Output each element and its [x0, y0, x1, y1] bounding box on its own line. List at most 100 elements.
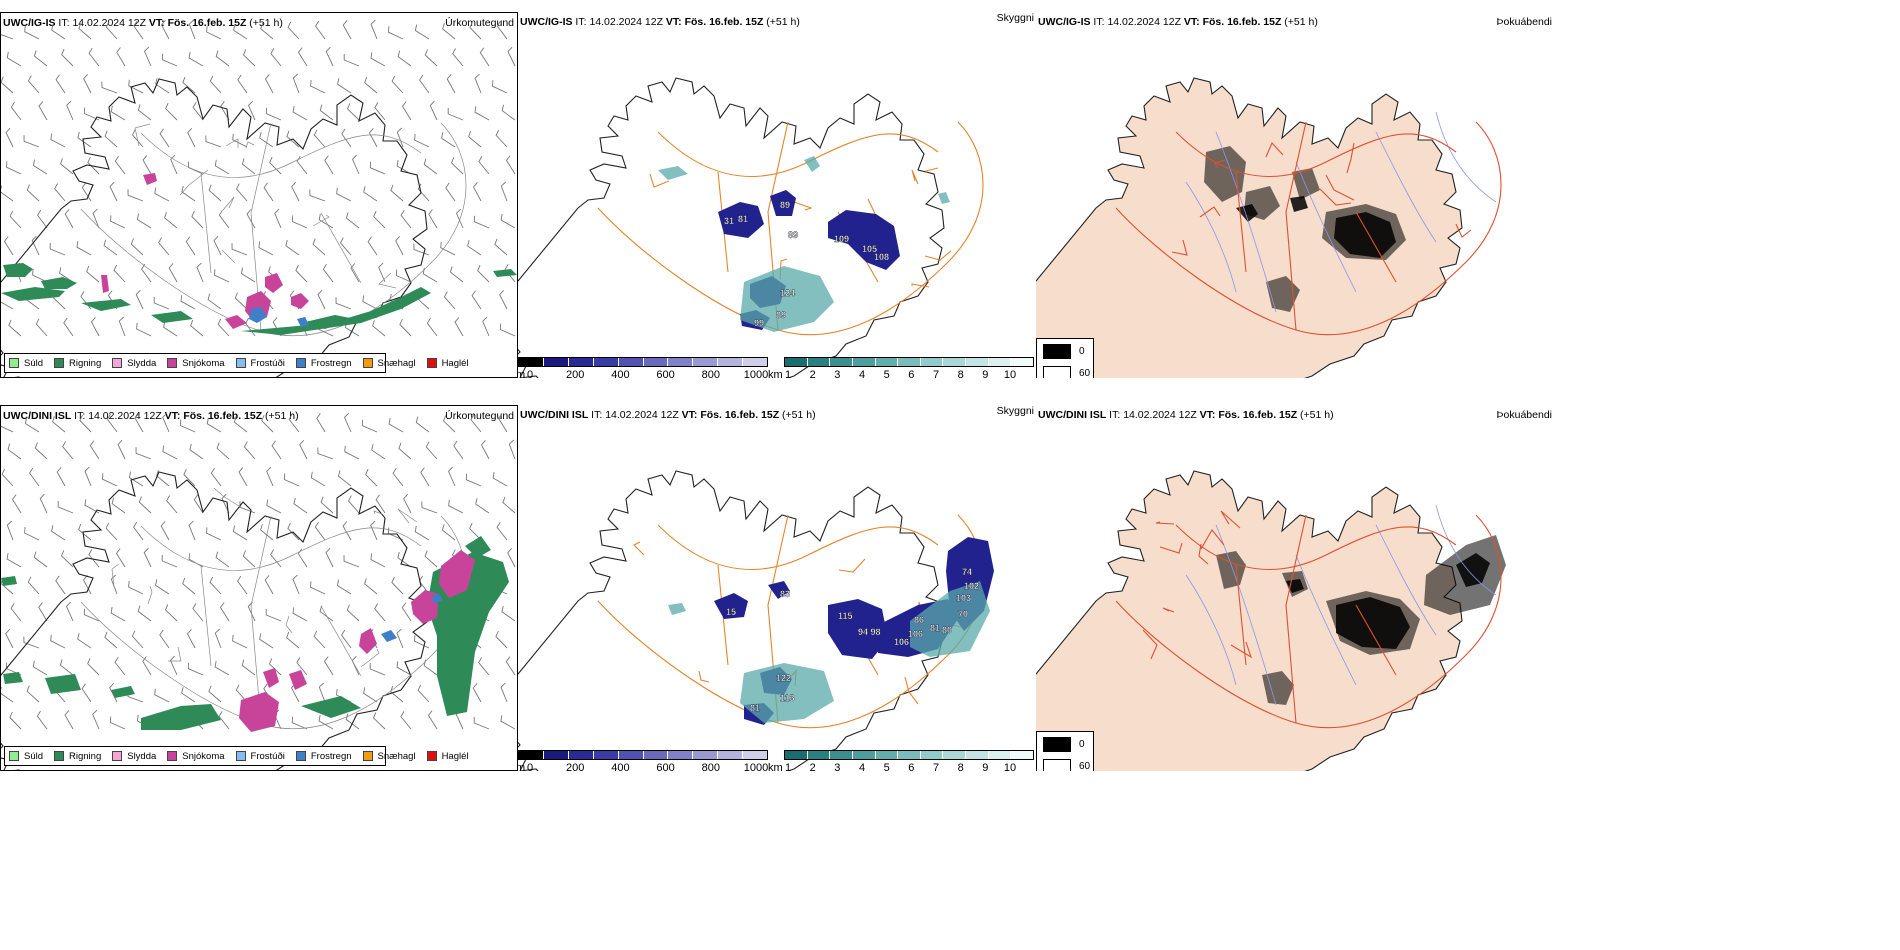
wind-barbs — [1, 19, 516, 337]
wind-barb — [183, 468, 196, 487]
precip-legend-label: Frostúði — [250, 357, 285, 369]
precip-legend-swatch — [235, 751, 246, 761]
wind-barb — [206, 417, 222, 433]
wind-barb — [52, 416, 66, 433]
wind-barb — [369, 663, 386, 676]
wind-barb — [441, 132, 456, 148]
lead-time: (+51 h) — [766, 16, 800, 28]
precip-areas — [1, 536, 509, 732]
wind-barb — [50, 634, 66, 649]
colorbar-box — [875, 358, 899, 366]
wind-barb — [27, 576, 40, 595]
wind-barb — [5, 127, 14, 148]
wind-barb — [186, 629, 196, 649]
cloud-base-unit: m — [518, 369, 526, 378]
visibility-value-label: 70 — [958, 609, 968, 619]
wind-barb — [259, 633, 274, 649]
visibility-value-label: 115 — [838, 611, 853, 621]
wind-barb — [452, 48, 464, 67]
precip-legend-item: Súld — [9, 751, 43, 762]
wind-barb — [90, 317, 100, 337]
wind-barb — [270, 549, 282, 568]
wind-barb — [168, 263, 178, 283]
wind-barb — [261, 415, 274, 433]
wind-barb — [421, 501, 438, 514]
wind-barb — [315, 20, 326, 40]
rain-area — [1, 263, 517, 335]
precip-legend-label: Frostregn — [310, 357, 352, 369]
wind-barb — [370, 52, 386, 67]
wind-barb — [345, 713, 360, 730]
wind-barb — [467, 240, 482, 256]
wind-barb — [205, 135, 222, 148]
colorbar-box — [830, 751, 853, 759]
wind-barb — [105, 522, 118, 541]
model-name: UWC/DINI ISL — [3, 410, 72, 422]
colorbar-box — [543, 751, 569, 759]
colorbar-tick-label: 0 — [526, 762, 534, 771]
visibility-value-label: 105 — [862, 244, 877, 254]
wind-barb — [110, 105, 126, 121]
wind-barb — [89, 440, 100, 460]
precip-legend-swatch — [426, 751, 437, 761]
wind-barb — [51, 525, 66, 541]
precip-legend-label: Snjókoma — [182, 357, 225, 369]
wind-barb — [1, 301, 14, 310]
panel-title: Þokuábendi — [1496, 16, 1552, 28]
wind-barb — [293, 497, 308, 514]
fog-swatch-60 — [1043, 366, 1071, 378]
panel-header: UWC/DINI ISL IT: 14.02.2024 12Z VT: Fös.… — [3, 410, 299, 423]
wind-barb — [213, 235, 222, 256]
visibility-value-label: 102 — [964, 581, 979, 591]
visibility-value-label: 108 — [874, 252, 889, 262]
wind-barb — [292, 106, 308, 121]
wind-barb — [1, 34, 14, 40]
wind-barb — [23, 636, 40, 649]
colorbar-tick-label: 9 — [982, 369, 989, 378]
wind-barb — [6, 553, 22, 568]
wind-barb — [156, 470, 170, 487]
colorbar-tick-label: 10 — [1003, 369, 1017, 378]
vt-label: VT: — [148, 17, 165, 29]
wind-barb — [392, 467, 404, 487]
wind-barb — [104, 631, 118, 649]
wind-barb — [341, 629, 352, 649]
wind-barb — [342, 521, 352, 541]
wind-barb — [450, 157, 464, 175]
precip-legend-item: Frostregn — [295, 357, 352, 369]
wind-barb — [128, 79, 144, 94]
wind-barb — [214, 269, 230, 283]
wind-barb — [24, 526, 40, 541]
river-network — [1185, 111, 1497, 313]
visibility-value-label: 83 — [780, 589, 790, 599]
precip-legend-swatch — [295, 751, 306, 761]
visibility-value-label: 89 — [776, 310, 786, 320]
precip-legend-swatch — [235, 358, 246, 368]
wind-barb — [443, 291, 456, 310]
iceland-coastline — [518, 77, 945, 378]
wind-barb — [155, 78, 170, 94]
wind-barb — [51, 24, 66, 40]
wind-barb — [35, 318, 48, 337]
wind-barb — [501, 605, 516, 622]
fog-shading — [1216, 535, 1506, 705]
wind-barb — [424, 49, 438, 67]
wind-barb — [180, 295, 196, 310]
precip-legend-item: Slydda — [112, 751, 156, 762]
colorbar-box — [693, 358, 719, 366]
wind-barb — [232, 634, 248, 649]
wind-barb — [160, 521, 170, 541]
wind-barb — [220, 101, 230, 121]
rain-area — [1, 536, 509, 730]
wind-barb — [325, 547, 334, 568]
precip-legend-item: Snjókoma — [167, 357, 225, 369]
wind-barb — [477, 265, 490, 283]
wind-barb — [310, 79, 326, 94]
colorbar-box — [1011, 358, 1034, 366]
vt-value: Fös. 16.feb. 15Z — [1202, 16, 1282, 28]
wind-barb — [347, 495, 360, 514]
colorbar-box — [718, 358, 744, 366]
wind-barb — [237, 74, 248, 94]
wind-barb — [92, 208, 100, 229]
